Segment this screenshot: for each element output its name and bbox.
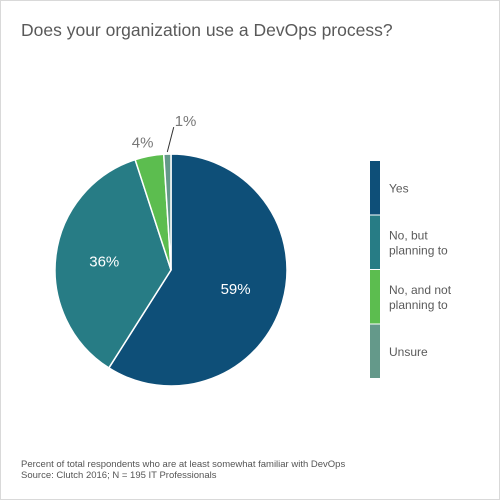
footnote-description: Percent of total respondents who are at … [21,459,346,470]
legend-label-yes: Yes [389,181,409,195]
pie-slice-unsure [162,153,172,271]
slice-label-unsure: 1% [175,113,197,130]
legend: Yes No, but planning to No, and not planning… [370,161,452,378]
pie-slice-no-but-planning-to [54,158,172,369]
pie-labels: 59% 36% 4% 1% [89,113,250,298]
slice-label-yes: 59% [221,281,251,298]
pie-slice-yes [107,153,288,387]
pie-slices [54,153,288,387]
legend-label-no-and-not-planning-to: No, and not planning to [389,283,452,312]
legend-label-unsure: Unsure [389,345,428,359]
legend-swatch-no-but-planning-to [370,215,380,269]
legend-swatch-no-and-not-planning-to [370,270,380,324]
legend-label-no-but-planning-to: No, but planning to [389,228,448,257]
slice-label-no-but-planning-to: 36% [89,254,119,271]
slice-leader-line-unsure [166,126,175,153]
slice-label-no-and-not-planning-to: 4% [132,134,154,151]
footnote: Percent of total respondents who are at … [21,459,345,481]
legend-swatch-unsure [370,324,380,378]
footnote-source: Source: Clutch 2016; N = 195 IT Professi… [21,470,217,481]
chart-title: Does your organization use a DevOps proc… [21,20,393,40]
legend-swatch-yes [370,161,380,215]
